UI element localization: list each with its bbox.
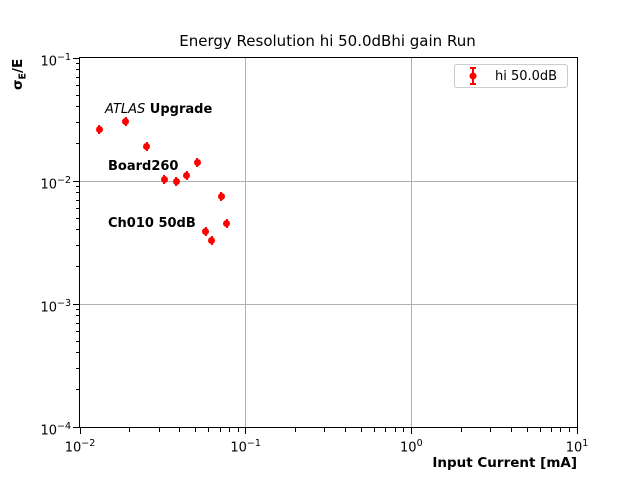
data-point [122,117,130,125]
y-minor-tick [75,244,80,246]
x-minor-tick [526,428,528,432]
annotation-line-3: Ch010 50dB [108,216,196,231]
y-minor-tick [75,199,80,201]
y-minor-tick [75,330,80,332]
x-minor-tick [568,428,570,432]
x-major-tick [410,428,412,434]
x-minor-tick [374,428,376,432]
y-minor-tick [75,207,80,209]
x-major-tick [576,428,578,434]
y-minor-tick [75,340,80,342]
data-point [202,227,210,235]
x-minor-tick [403,428,405,432]
y-minor-tick [75,229,80,231]
data-point [95,125,103,133]
y-minor-tick [75,76,80,78]
errorbar-marker-icon [469,67,477,85]
y-major-tick [73,57,79,59]
y-minor-tick [75,69,80,71]
x-minor-tick [550,428,552,432]
x-minor-tick [324,428,326,432]
legend: hi 50.0dB [454,64,568,88]
x-major-tick [245,428,247,434]
y-major-tick [73,303,79,305]
y-minor-tick [75,121,80,123]
annotation-line-1: ATLAS Upgrade [105,100,212,119]
x-minor-tick [460,428,462,432]
y-tick-label: 10−4 [40,421,71,439]
x-minor-tick [179,428,181,432]
y-tick-label: 10−2 [40,175,71,193]
y-minor-tick [75,367,80,369]
y-major-tick [73,426,79,428]
data-point [193,159,201,167]
data-point [183,171,191,179]
x-minor-tick [219,428,221,432]
data-point [160,176,168,184]
y-minor-tick [75,352,80,354]
x-minor-tick [129,428,131,432]
y-axis-label-rest: /E [10,58,26,73]
x-tick-label: 10−1 [230,438,261,456]
x-tick-label: 101 [565,438,589,456]
y-minor-tick [75,309,80,311]
x-minor-tick [195,428,197,432]
chart-title: Energy Resolution hi 50.0dBhi gain Run [179,32,476,50]
y-minor-tick [75,192,80,194]
gridline-x [410,58,412,427]
y-minor-tick [75,315,80,317]
y-minor-tick [75,94,80,96]
gridline-x [245,58,247,427]
x-axis-label: Input Current [mA] [432,455,577,471]
x-minor-tick [295,428,297,432]
x-tick-label: 10−2 [64,438,96,456]
x-minor-tick [360,428,362,432]
y-minor-tick [75,389,80,391]
y-axis-label-sigma: σ [10,79,26,90]
y-minor-tick [75,143,80,145]
data-point [172,178,180,186]
x-minor-tick [344,428,346,432]
x-minor-tick [208,428,210,432]
x-minor-tick [489,428,491,432]
x-minor-tick [229,428,231,432]
annotation-upgrade: Upgrade [145,102,213,117]
y-tick-label: 10−3 [40,298,71,316]
x-minor-tick [158,428,160,432]
y-minor-tick [75,217,80,219]
plot-area: ATLAS Upgrade Board260 Ch010 50dB hi 50.… [79,57,578,428]
y-minor-tick [75,322,80,324]
data-point [208,236,216,244]
gridline-y [80,303,577,305]
x-minor-tick [560,428,562,432]
y-major-tick [73,180,79,182]
x-minor-tick [510,428,512,432]
data-point [217,192,225,200]
annotation-line-2: Board260 [108,159,179,174]
y-minor-tick [75,106,80,108]
x-minor-tick [385,428,387,432]
y-minor-tick [75,266,80,268]
x-major-tick [79,428,81,434]
x-minor-tick [539,428,541,432]
y-tick-label: 10−1 [40,52,71,70]
data-point [223,220,231,228]
y-minor-tick [75,186,80,188]
x-minor-tick [394,428,396,432]
y-minor-tick [75,84,80,86]
x-minor-tick [237,428,239,432]
annotation-atlas: ATLAS [105,102,146,117]
y-axis-label-subscript: E [17,72,29,80]
data-point [143,143,151,151]
gridline-y [80,180,577,182]
y-minor-tick [75,63,80,65]
x-tick-label: 100 [400,438,423,456]
annotation-text: ATLAS Upgrade Board260 Ch010 50dB [105,62,212,271]
legend-label: hi 50.0dB [495,68,558,84]
